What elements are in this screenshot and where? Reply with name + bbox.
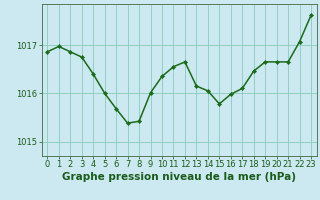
X-axis label: Graphe pression niveau de la mer (hPa): Graphe pression niveau de la mer (hPa) [62,172,296,182]
